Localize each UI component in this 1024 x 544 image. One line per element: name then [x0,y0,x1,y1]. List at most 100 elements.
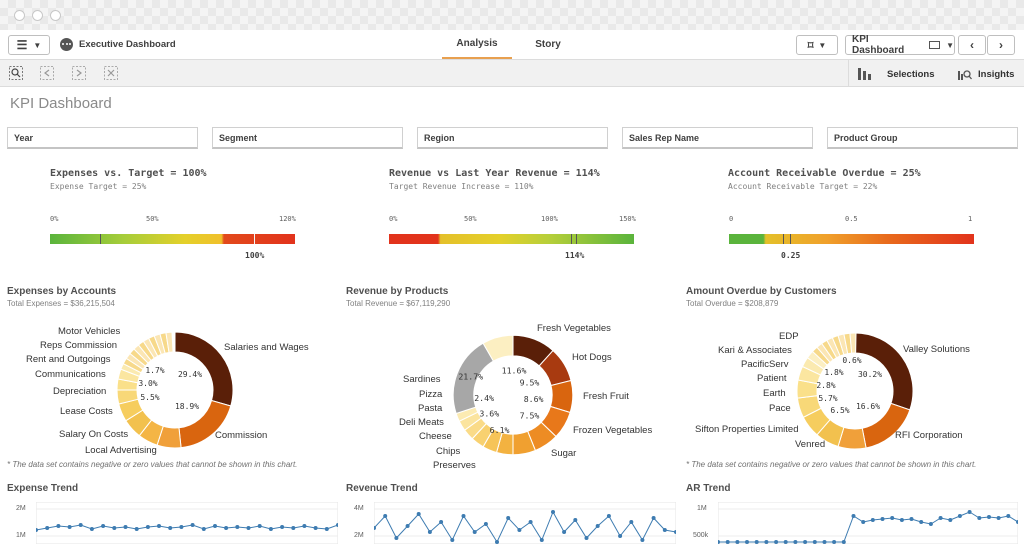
window-close-dot[interactable] [14,10,25,21]
ar-trend-chart[interactable] [718,502,1018,544]
trend-point[interactable] [291,526,296,530]
trend-point[interactable] [841,540,846,544]
trend-point[interactable] [495,540,499,544]
trend-point[interactable] [987,515,991,519]
trend-point[interactable] [764,540,769,544]
trend-point[interactable] [302,524,307,528]
trend-point[interactable] [573,518,578,522]
trend-point[interactable] [168,526,173,530]
trend-point[interactable] [201,527,206,531]
step-forward-icon[interactable] [72,66,86,80]
trend-point[interactable] [754,540,759,544]
menu-button[interactable]: ☰ ▼ [8,35,50,55]
filter-year[interactable]: Year [7,127,198,149]
trend-point[interactable] [539,538,544,542]
trend-point[interactable] [725,540,730,544]
trend-point[interactable] [179,525,184,529]
trend-point[interactable] [67,525,72,529]
trend-point[interactable] [832,540,837,544]
trend-point[interactable] [562,530,567,534]
revenue-donut-chart[interactable]: 21.7% 11.6% 9.5% 8.6% 7.5% 6.1% 3.6% 2.4% [446,328,580,462]
trend-point[interactable] [374,526,376,530]
trend-point[interactable] [948,518,953,522]
donut-segment[interactable] [165,331,174,354]
trend-point[interactable] [899,518,904,522]
trend-point[interactable] [851,514,856,518]
trend-point[interactable] [606,514,611,518]
filter-product-group[interactable]: Product Group [827,127,1018,149]
trend-point[interactable] [383,514,388,518]
selections-button[interactable]: Selections [858,66,935,82]
trend-point[interactable] [595,524,600,528]
trend-point[interactable] [662,528,667,532]
trend-point[interactable] [483,522,488,526]
trend-point[interactable] [280,525,285,529]
revenue-trend-chart[interactable] [374,502,676,544]
trend-point[interactable] [439,520,444,524]
expense-trend-chart[interactable] [36,502,338,544]
trend-point[interactable] [123,525,128,529]
trend-point[interactable] [640,538,645,542]
donut-segment[interactable] [849,332,857,354]
trend-point[interactable] [450,538,455,542]
trend-point[interactable] [157,524,161,528]
trend-point[interactable] [145,525,150,529]
trend-point[interactable] [224,526,229,530]
clear-selections-icon[interactable] [104,66,118,80]
trend-point[interactable] [584,536,589,540]
trend-point[interactable] [528,520,533,524]
trend-point[interactable] [735,540,740,544]
window-minimize-dot[interactable] [32,10,43,21]
trend-point[interactable] [618,534,623,538]
trend-point[interactable] [101,524,106,528]
filter-sales-rep-name[interactable]: Sales Rep Name [622,127,813,149]
trend-point[interactable] [213,524,217,528]
trend-point[interactable] [190,523,195,527]
trend-point[interactable] [822,540,827,544]
trend-point[interactable] [416,512,421,516]
trend-point[interactable] [629,520,634,524]
trend-point[interactable] [336,523,338,527]
trend-point[interactable] [890,516,895,520]
trend-point[interactable] [880,517,885,521]
trend-point[interactable] [996,516,1001,520]
trend-point[interactable] [112,526,117,530]
trend-point[interactable] [919,520,924,524]
trend-point[interactable] [718,540,720,544]
trend-point[interactable] [324,527,329,531]
previous-sheet-button[interactable]: ‹ [958,35,986,55]
expenses-donut-chart[interactable]: 29.4% 18.9% 1.7% 3.0% 5.5% [110,325,240,455]
trend-point[interactable] [394,536,399,540]
step-back-icon[interactable] [40,66,54,80]
trend-point[interactable] [246,526,251,530]
trend-point[interactable] [812,540,817,544]
trend-point[interactable] [551,510,555,514]
trend-point[interactable] [472,530,477,534]
filter-segment[interactable]: Segment [212,127,403,149]
trend-point[interactable] [36,528,38,532]
trend-point[interactable] [793,540,798,544]
trend-point[interactable] [1006,514,1011,518]
trend-point[interactable] [783,540,788,544]
trend-point[interactable] [803,540,808,544]
trend-point[interactable] [427,530,432,534]
trend-point[interactable] [257,524,262,528]
trend-point[interactable] [56,524,61,528]
filter-region[interactable]: Region [417,127,608,149]
trend-point[interactable] [938,516,943,520]
trend-point[interactable] [967,510,972,514]
trend-point[interactable] [461,514,466,518]
trend-point[interactable] [774,540,779,544]
app-name[interactable]: Executive Dashboard [79,39,176,50]
window-maximize-dot[interactable] [50,10,61,21]
trend-point[interactable] [909,517,914,521]
trend-point[interactable] [651,516,656,520]
next-sheet-button[interactable]: › [987,35,1015,55]
trend-point[interactable] [1016,520,1018,524]
donut-segment[interactable] [482,334,514,362]
insights-button[interactable]: Insights [958,66,1014,82]
trend-point[interactable] [134,527,139,531]
sheet-selector[interactable]: KPI Dashboard ▼ [845,34,955,56]
trend-point[interactable] [861,520,866,524]
trend-point[interactable] [957,514,962,518]
